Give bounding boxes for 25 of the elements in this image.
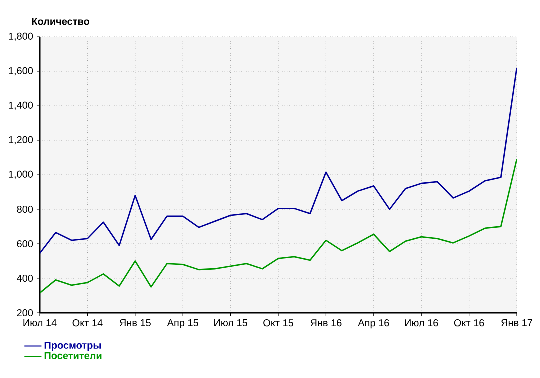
legend-label: Просмотры	[44, 342, 102, 351]
y-tick-label: 1,200	[9, 136, 34, 145]
x-tick-label: Июл 14	[24, 320, 57, 327]
x-tick-label: Янв 16	[310, 320, 342, 327]
y-tick-label: 600	[17, 240, 34, 248]
y-tick-label: 200	[17, 309, 34, 317]
x-tick-label: Окт 16	[454, 320, 484, 327]
legend-label: Посетители	[44, 352, 102, 360]
x-tick-label: Апр 16	[358, 320, 390, 329]
x-tick-label: Янв 17	[502, 320, 532, 326]
y-tick-label: 1,000	[9, 170, 34, 180]
y-tick-label: 1,800	[9, 32, 34, 42]
x-tick-label: Янв 15	[120, 320, 151, 327]
line-series	[40, 158, 518, 294]
y-tick-label: 1,600	[9, 67, 34, 76]
y-tick-label: 800	[17, 206, 34, 214]
line-series	[40, 67, 518, 254]
x-tick-label: Окт 14	[72, 320, 103, 327]
y-tick-label: 400	[17, 274, 34, 282]
y-axis-title: Количество	[32, 18, 90, 26]
x-tick-label: Апр 15	[167, 320, 198, 328]
x-tick-label: Июл 16	[405, 320, 438, 327]
x-tick-label: Июл 15	[214, 320, 248, 327]
y-tick-label: 1,400	[9, 102, 34, 110]
x-tick-label: Окт 15	[264, 320, 294, 327]
